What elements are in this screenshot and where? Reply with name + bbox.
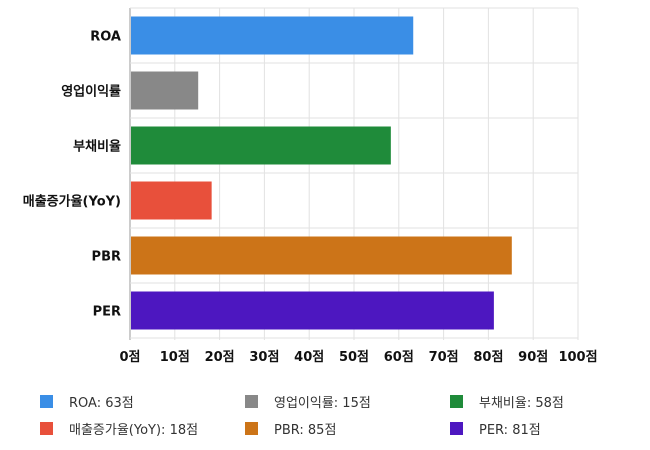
- x-tick-label: 60점: [384, 350, 414, 365]
- legend-swatch: [245, 394, 258, 408]
- bar: [131, 126, 391, 165]
- legend-swatch: [40, 394, 53, 408]
- x-tick-label: 100점: [558, 350, 597, 365]
- legend-item: 부채비율: 58점: [450, 392, 564, 411]
- x-tick-labels: 0점 10점 20점 30점 40점 50점 60점 70점 80점 90점 100점: [119, 350, 597, 365]
- legend-swatch: [245, 421, 258, 435]
- category-label: PBR: [92, 250, 121, 265]
- legend-label: ROA: 63점: [69, 395, 134, 411]
- legend-item: ROA: 63점: [40, 392, 134, 411]
- legend-swatch: [450, 394, 463, 408]
- category-label: ROA: [90, 30, 121, 45]
- legend-label: 영업이익률: 15점: [274, 395, 371, 411]
- x-tick-label: 10점: [160, 350, 190, 365]
- x-tick-label: 70점: [429, 350, 459, 365]
- bar: [131, 181, 212, 220]
- x-tick-label: 80점: [473, 350, 503, 365]
- legend-item: PER: 81점: [450, 419, 541, 438]
- bar: [131, 236, 512, 275]
- legend-item: PBR: 85점: [245, 419, 337, 438]
- category-label: PER: [93, 305, 121, 320]
- legend-label: 매출증가율(YoY): 18점: [69, 422, 199, 438]
- legend-label: PER: 81점: [479, 422, 541, 438]
- category-label: 부채비율: [73, 139, 121, 155]
- bar: [131, 291, 494, 330]
- x-tick-label: 30점: [249, 350, 279, 365]
- legend-label: 부채비율: 58점: [479, 395, 564, 411]
- legend-item: 영업이익률: 15점: [245, 392, 371, 411]
- x-tick-label: 40점: [294, 350, 324, 365]
- category-label: 영업이익률: [61, 84, 121, 100]
- x-tick-label: 90점: [518, 350, 548, 365]
- bars: [131, 16, 512, 330]
- legend-label: PBR: 85점: [274, 422, 337, 438]
- x-tick-label: 20점: [205, 350, 235, 365]
- legend-swatch: [450, 421, 463, 435]
- x-tick-label: 0점: [119, 350, 140, 365]
- bar: [131, 16, 414, 55]
- x-tick-label: 50점: [339, 350, 369, 365]
- legend-item: 매출증가율(YoY): 18점: [40, 419, 199, 438]
- grid: [129, 7, 579, 340]
- category-label: 매출증가율(YoY): [23, 194, 121, 210]
- legend-swatch: [40, 421, 53, 435]
- bar: [131, 71, 199, 110]
